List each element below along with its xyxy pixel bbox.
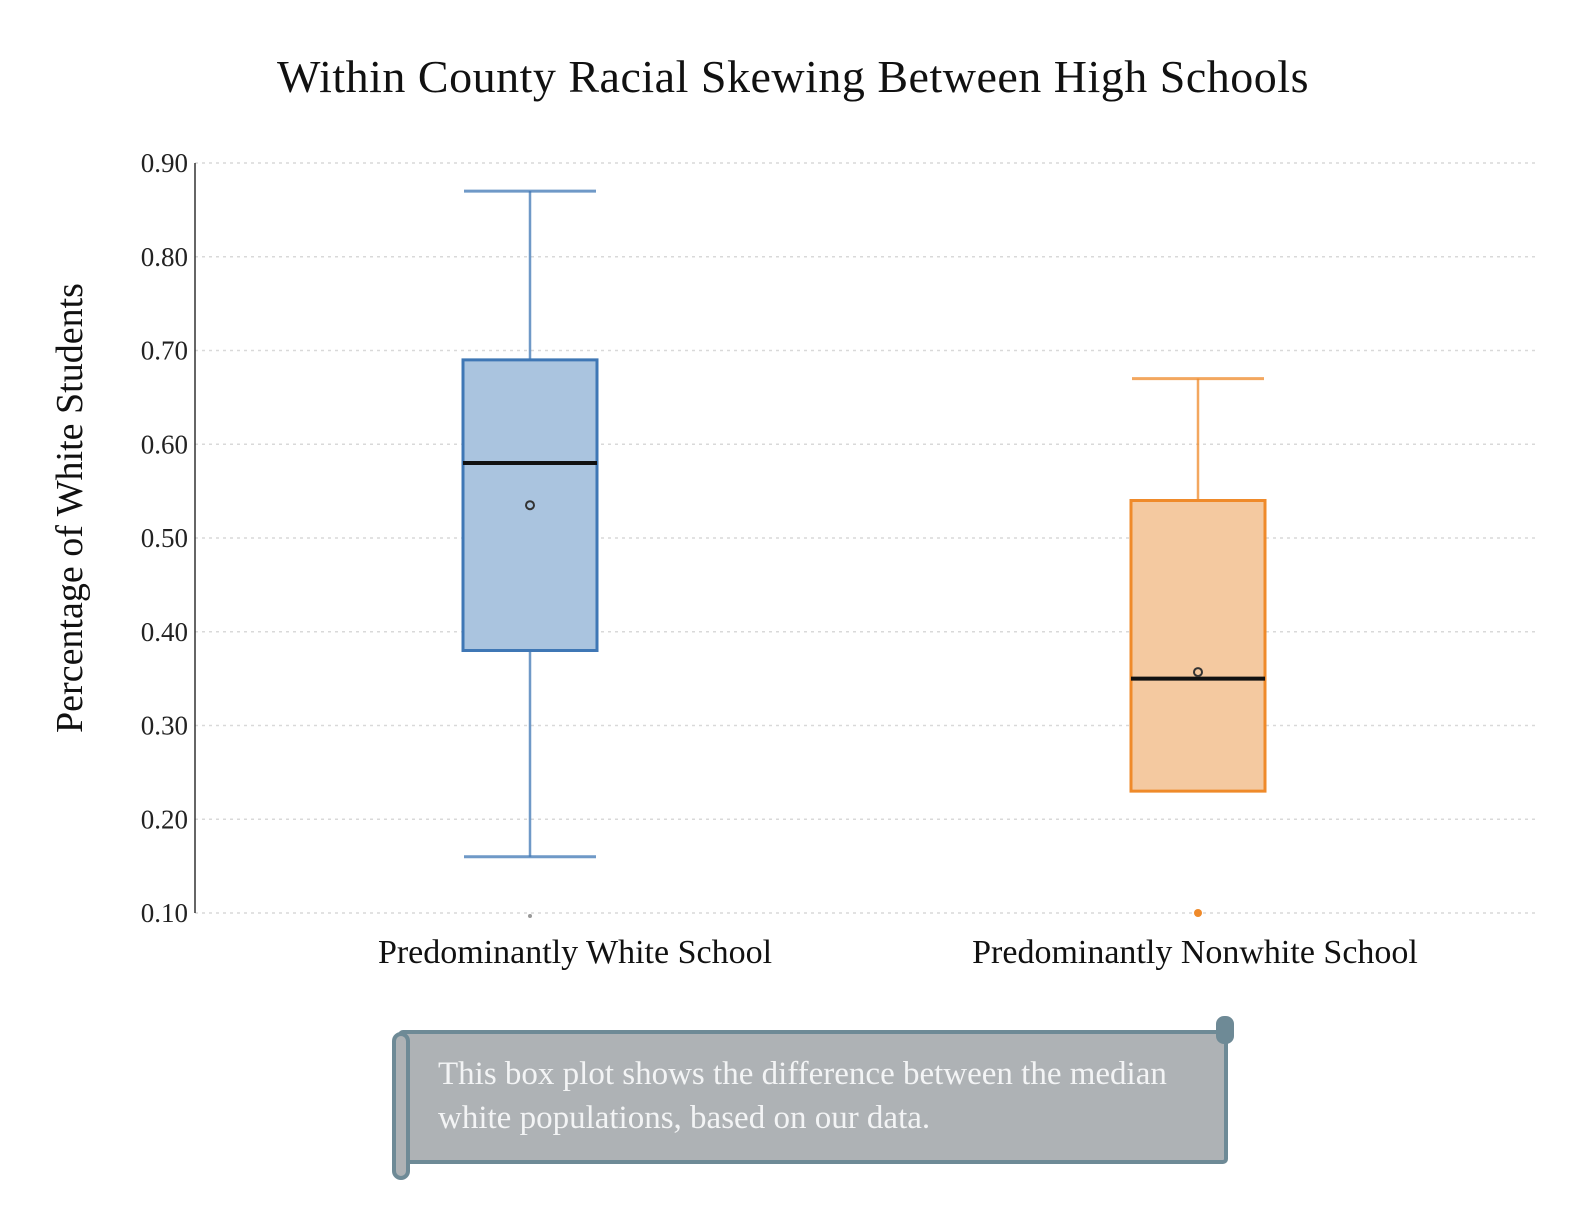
y-tick-label: 0.40 [141,617,188,647]
y-tick-label: 0.60 [141,429,188,459]
interquartile-box [1131,501,1265,792]
y-tick-label: 0.10 [141,898,188,928]
annotation-text: This box plot shows the difference betwe… [438,1052,1198,1140]
x-tick-mark [528,914,532,918]
y-tick-label: 0.20 [141,804,188,834]
y-tick-labels: 0.10 0.20 0.30 0.40 0.50 0.60 0.70 0.80 0.90 [141,148,188,928]
scroll-roll-left [392,1032,410,1180]
x-category-label: Predominantly White School [378,934,772,971]
box-group [463,191,597,857]
y-tick-label: 0.90 [141,148,188,178]
interquartile-box [463,360,597,651]
x-category-labels: Predominantly White School Predominantly … [378,934,1418,971]
scroll-roll-right [1216,1016,1234,1044]
x-category-label: Predominantly Nonwhite School [972,934,1418,971]
box-group [1131,379,1265,917]
y-tick-label: 0.30 [141,711,188,741]
outlier-point [1194,909,1202,917]
y-tick-label: 0.50 [141,523,188,553]
y-tick-label: 0.70 [141,336,188,366]
annotation-scroll: This box plot shows the difference betwe… [398,1030,1228,1164]
y-axis-title: Percentage of White Students [49,283,91,733]
y-tick-label: 0.80 [141,242,188,272]
boxes [463,191,1265,917]
grid-lines [195,163,1535,913]
